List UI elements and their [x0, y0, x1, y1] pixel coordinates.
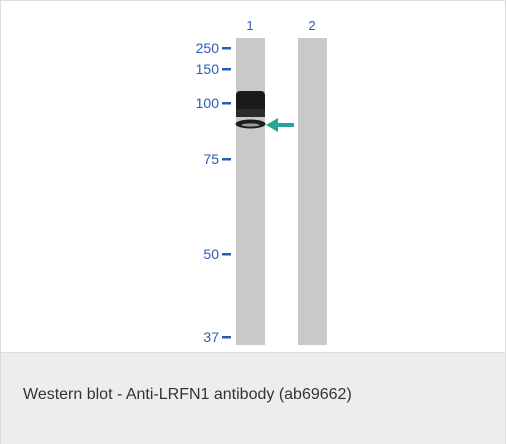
marker-ticks [222, 47, 231, 339]
marker-label-75: 75 [203, 151, 219, 167]
marker-label-150: 150 [196, 61, 220, 77]
image-caption: Western blot - Anti-LRFN1 antibody (ab69… [23, 386, 352, 403]
marker-label-100: 100 [196, 95, 220, 111]
marker-label-250: 250 [196, 40, 220, 56]
western-blot-figure: 1 2 250 150 100 75 50 37 [1, 1, 505, 352]
lane-2 [298, 38, 327, 345]
lane-label-2: 2 [308, 18, 315, 33]
marker-label-50: 50 [203, 246, 219, 262]
band-arrow [266, 118, 294, 132]
caption-bar: Western blot - Anti-LRFN1 antibody (ab69… [1, 352, 505, 444]
lane-label-1: 1 [246, 18, 253, 33]
marker-label-37: 37 [203, 329, 219, 345]
lane-1 [236, 38, 265, 345]
band-lower [235, 119, 266, 129]
band-upper [236, 91, 265, 117]
western-blot-image: 1 2 250 150 100 75 50 37 [196, 18, 327, 345]
